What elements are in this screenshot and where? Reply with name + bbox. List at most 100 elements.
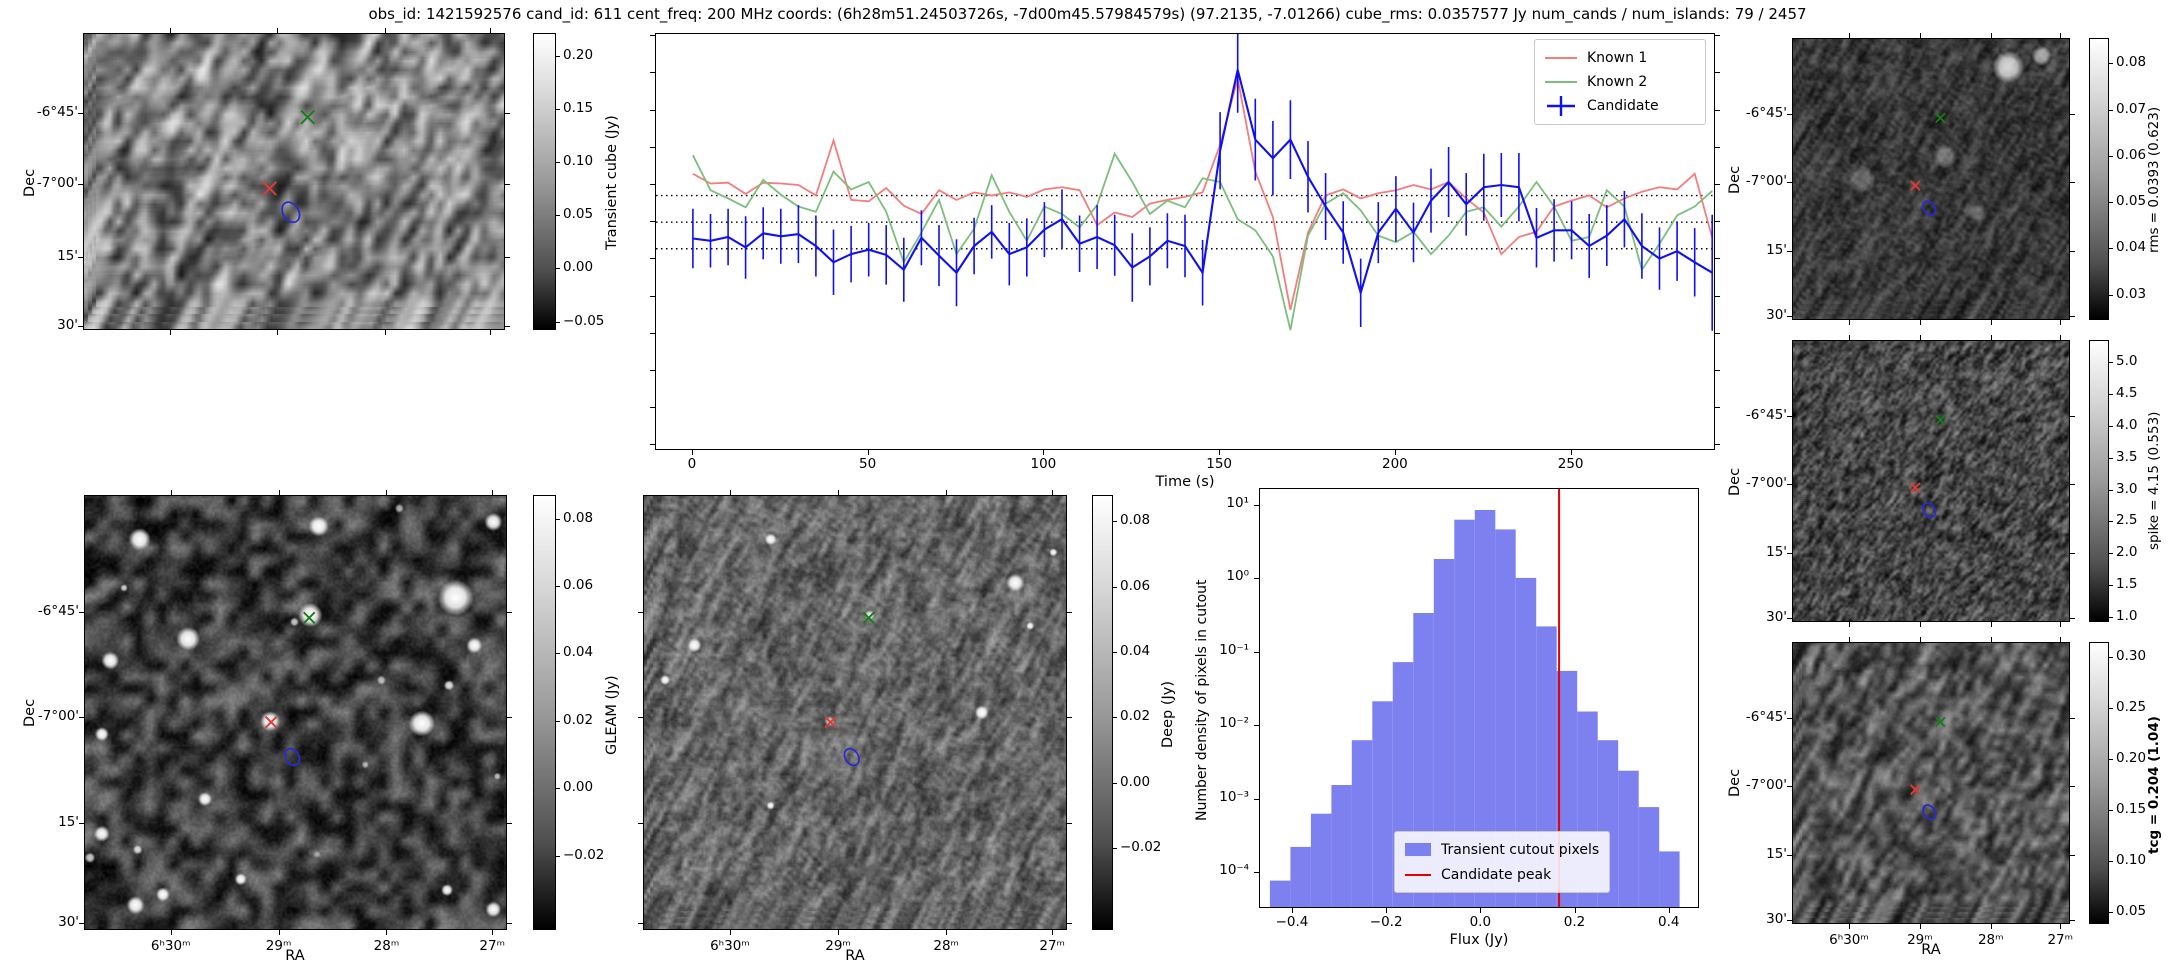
tick-mark <box>278 490 280 495</box>
dec-tick-label: -6°45' <box>1745 407 1787 424</box>
tick-mark <box>556 788 560 790</box>
tick-mark <box>2109 616 2113 618</box>
deep-colorbar <box>1092 495 1113 930</box>
tick-mark <box>505 184 510 186</box>
dec-tick-label: 30' <box>1766 306 1787 323</box>
tick-mark <box>384 330 386 335</box>
tick-mark <box>1113 848 1117 850</box>
tick-mark <box>79 823 84 825</box>
tick-mark <box>2060 320 2062 325</box>
deep-image-panel <box>643 495 1067 930</box>
tick-mark <box>1848 33 1850 38</box>
gleam-colorbar <box>533 495 556 930</box>
gleam-markers <box>264 611 316 767</box>
time-tick-label: 50 <box>859 456 877 472</box>
colorbar-tick-label: 0.04 <box>2116 239 2147 256</box>
known1-lightcurve-line <box>692 78 1714 311</box>
tick-mark <box>1254 651 1259 653</box>
tick-mark <box>2070 919 2075 921</box>
tick-mark <box>492 930 494 935</box>
tick-mark <box>1848 335 1850 340</box>
candidate-peak-swatch <box>1405 873 1431 876</box>
tcg-markers <box>1909 716 1946 821</box>
known2-x-marker <box>1934 112 1946 124</box>
candidate-legend-label: Candidate <box>1587 98 1659 114</box>
ra-tick-label: 27ᵐ <box>1039 938 1065 954</box>
tick-mark <box>2109 202 2113 204</box>
tick-mark <box>650 407 655 409</box>
known2-legend-label: Known 2 <box>1587 74 1648 90</box>
tick-mark <box>1067 612 1072 614</box>
tick-mark <box>2109 911 2113 913</box>
tick-mark <box>946 930 948 935</box>
tcg-noise-canvas <box>1793 643 2069 923</box>
tick-mark <box>2060 33 2062 38</box>
tick-mark <box>507 612 512 614</box>
lightcurve-panel: Known 1 Known 2 Candidate <box>655 33 1715 450</box>
colorbar-tick-label: 4.5 <box>2116 385 2138 402</box>
ra-tick-label: 6ʰ30ᵐ <box>710 938 750 954</box>
tick-mark <box>1715 407 1720 409</box>
colorbar-tick-label: 0.08 <box>2116 54 2147 71</box>
ra-tick-label: 6ʰ30ᵐ <box>150 938 191 954</box>
tick-mark <box>638 612 643 614</box>
tick-mark <box>1848 924 1850 929</box>
tick-mark <box>1113 717 1117 719</box>
tick-mark <box>1990 924 1992 929</box>
tick-mark <box>1219 450 1221 455</box>
ra-tick-label: 6ʰ30ᵐ <box>1829 932 1869 948</box>
histogram-bar <box>1659 851 1680 907</box>
tick-mark <box>1919 335 1921 340</box>
tick-mark <box>1715 332 1720 334</box>
tick-mark <box>386 490 388 495</box>
colorbar-tick-label: 4.0 <box>2116 416 2138 433</box>
tick-mark <box>1990 320 1992 325</box>
tick-mark <box>638 923 643 925</box>
tick-mark <box>650 295 655 297</box>
rms-noise-canvas <box>1793 39 2069 319</box>
ra-tick-label: 27ᵐ <box>479 938 505 954</box>
tick-mark <box>2109 394 2113 396</box>
dec-tick-label: -7°00' <box>36 175 78 192</box>
tick-mark <box>1254 798 1259 800</box>
histogram-bar <box>1290 846 1311 907</box>
tick-mark <box>1715 295 1720 297</box>
colorbar-tick-label: 0.15 <box>563 100 594 117</box>
tcg-colorbar-label: tcg = 0.204 (1.04) <box>2146 716 2162 854</box>
time-tick-label: 150 <box>1206 456 1233 472</box>
transient-cube-colorbar-label: Transient cube (Jy) <box>604 115 620 250</box>
lightcurve-legend: Known 1 Known 2 Candidate <box>1534 39 1706 125</box>
tick-mark <box>277 28 279 33</box>
tick-mark <box>1715 72 1720 74</box>
tick-mark <box>78 113 83 115</box>
density-tick-label: 10⁻¹ <box>1219 641 1249 658</box>
tick-mark <box>2070 315 2075 317</box>
tick-mark <box>2109 759 2113 761</box>
transient-cube-colorbar <box>533 33 556 330</box>
known2-x-marker <box>862 611 875 624</box>
spike-colorbar-label: spike = 4.15 (0.553) <box>2146 411 2162 551</box>
tick-mark <box>1254 872 1259 874</box>
tick-mark <box>1715 109 1720 111</box>
tick-mark <box>2070 250 2075 252</box>
tick-mark <box>838 490 840 495</box>
tick-mark <box>492 490 494 495</box>
tcg-colorbar <box>2089 642 2109 924</box>
flux-tick-label: 0.2 <box>1563 914 1586 930</box>
tick-mark <box>556 162 560 164</box>
deep-colorbar-label: Deep (Jy) <box>1160 681 1176 749</box>
candidate-errorbar-swatch <box>1545 95 1577 117</box>
tick-mark <box>1787 552 1792 554</box>
candidate-contour-marker <box>1922 200 1937 217</box>
tick-mark <box>1254 578 1259 580</box>
tick-mark <box>1386 908 1388 913</box>
tick-mark <box>1291 908 1293 913</box>
colorbar-tick-label: 0.03 <box>2116 285 2147 302</box>
dec-tick-label: 30' <box>58 914 79 931</box>
tick-mark <box>2070 416 2075 418</box>
tick-mark <box>2060 622 2062 627</box>
rms-markers <box>1909 112 1946 217</box>
dec-tick-label: 30' <box>57 316 78 333</box>
tick-mark <box>556 855 560 857</box>
candidate-contour-marker <box>1922 502 1937 519</box>
